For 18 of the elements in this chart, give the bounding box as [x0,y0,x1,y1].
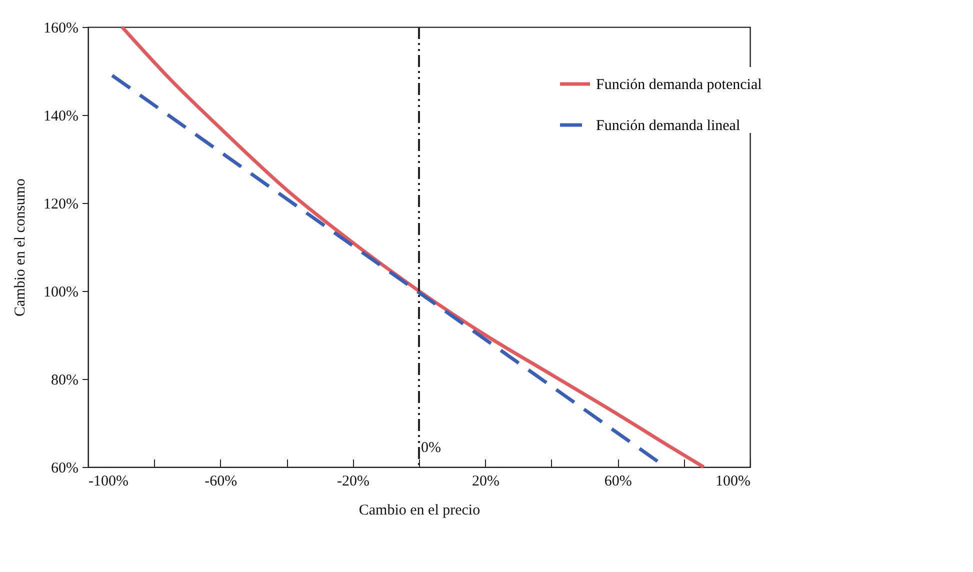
y-tick-label: 140% [44,108,78,124]
y-axis-title: Cambio en el consumo [12,178,29,316]
x-tick-label: 20% [472,474,500,490]
x-tick-label: 100% [716,474,750,490]
x-tick-label: -60% [204,474,238,490]
y-tick-label: 60% [51,460,78,476]
y-tick-label: 120% [44,196,78,212]
x-tick-label: 60% [604,474,632,490]
x-tick-label: -100% [88,474,128,490]
y-tick-label: 80% [51,372,78,388]
line-series [120,25,706,469]
x-axis-title: Cambio en el precio [358,502,480,518]
y-tick-label: 100% [44,284,78,300]
legend-label: Función demanda potencial [596,77,762,93]
ref-line-label: 0% [421,440,441,456]
legend-label: Función demanda lineal [596,118,740,134]
x-tick-label: -20% [337,474,370,490]
y-tick-label: 160% [44,20,78,36]
